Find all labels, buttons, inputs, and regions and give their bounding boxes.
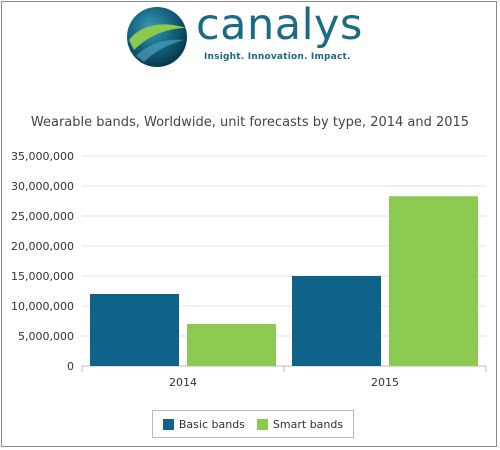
y-tick-label: 15,000,000: [11, 270, 74, 283]
y-tick-label: 30,000,000: [11, 180, 74, 193]
y-tick-label: 0: [67, 360, 74, 373]
bar-smart-2015: [389, 196, 478, 366]
legend-item-basic-bands[interactable]: Basic bands: [162, 417, 245, 431]
bar-basic-2015: [292, 276, 381, 366]
logo-tagline: Insight. Innovation. Impact.: [204, 52, 351, 62]
x-tick-label: 2014: [169, 376, 197, 389]
x-tick-label: 2015: [371, 376, 399, 389]
chart-title: Wearable bands, Worldwide, unit forecast…: [30, 115, 470, 130]
legend: Basic bands Smart bands: [152, 410, 354, 438]
bar-smart-2014: [187, 324, 276, 366]
logo-wordmark: canalys: [196, 0, 363, 50]
legend-label-basic: Basic bands: [178, 417, 245, 431]
y-tick-label: 20,000,000: [11, 240, 74, 253]
bar-basic-2014: [90, 294, 179, 366]
y-tick-label: 25,000,000: [11, 210, 74, 223]
y-tick-label: 10,000,000: [11, 300, 74, 313]
globe-icon: [127, 7, 187, 67]
legend-item-smart-bands[interactable]: Smart bands: [256, 417, 344, 431]
bar-chart: 0 5,000,000 10,000,000 15,000,000 20,000,000…: [11, 150, 487, 389]
legend-label-smart: Smart bands: [272, 417, 344, 431]
y-tick-label: 35,000,000: [11, 150, 74, 163]
legend-swatch-smart: [256, 418, 268, 430]
legend-swatch-basic: [162, 418, 174, 430]
canalys-logo: canalys Insight. Innovation. Impact.: [126, 0, 396, 68]
y-tick-label: 5,000,000: [18, 330, 74, 343]
